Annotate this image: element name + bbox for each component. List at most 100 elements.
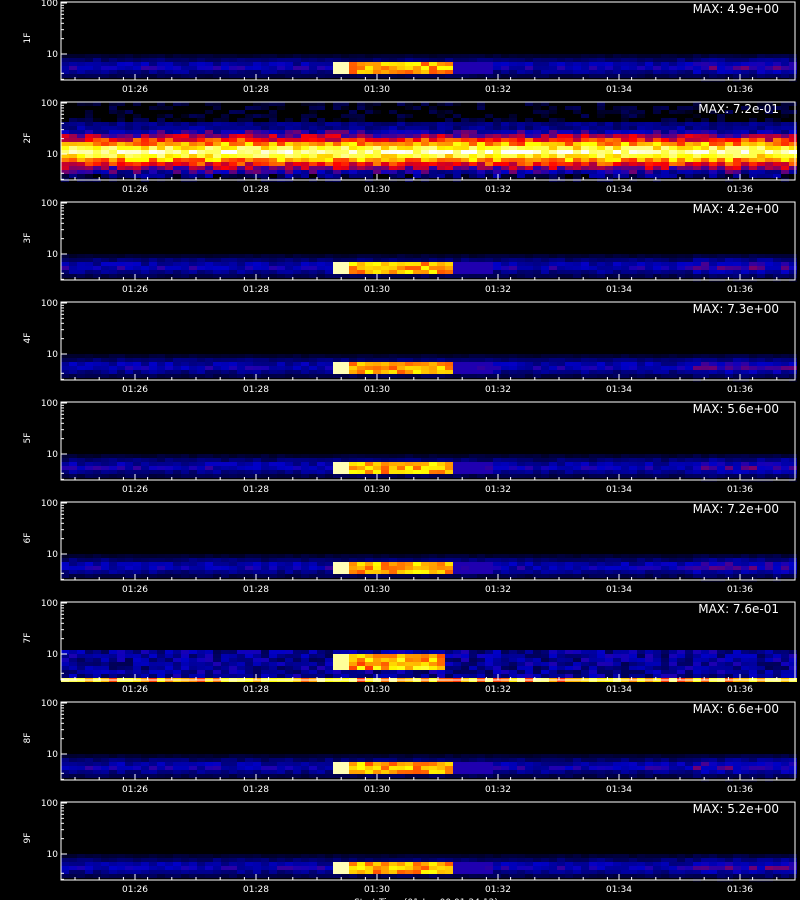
heat-cell <box>149 126 157 130</box>
heat-cell <box>141 458 149 462</box>
heat-cell <box>381 650 389 654</box>
heat-cell <box>237 154 245 158</box>
x-tick-label: 01:28 <box>243 185 269 195</box>
heat-cell <box>389 674 397 678</box>
heat-cell <box>541 146 549 150</box>
heat-cell <box>749 274 757 278</box>
heat-cell <box>565 158 573 162</box>
heat-cell <box>445 274 453 278</box>
heat-cell <box>741 574 749 578</box>
heat-cell <box>221 254 229 258</box>
heat-cell <box>485 366 493 370</box>
heat-cell <box>789 458 797 462</box>
heat-cell <box>61 266 69 270</box>
heat-cell <box>237 570 245 574</box>
heat-cell <box>61 174 69 178</box>
heat-cell <box>277 58 285 62</box>
heat-cell <box>125 662 133 666</box>
heat-cell <box>341 654 349 658</box>
heat-cell <box>245 266 253 270</box>
heat-cell <box>549 274 557 278</box>
heat-cell <box>381 566 389 570</box>
heat-cell <box>645 146 653 150</box>
heat-cell <box>285 670 293 674</box>
heat-cell <box>653 270 661 274</box>
heat-cell <box>277 658 285 662</box>
heat-cell <box>605 170 613 174</box>
heat-cell <box>413 74 421 78</box>
heat-cell <box>637 138 645 142</box>
heat-cell <box>493 130 501 134</box>
heat-cell <box>629 354 637 358</box>
heat-cell <box>373 458 381 462</box>
y-tick-label: 100 <box>41 199 58 209</box>
heat-cell <box>413 166 421 170</box>
heat-cell <box>173 374 181 378</box>
heat-cell <box>565 146 573 150</box>
heat-cell <box>501 62 509 66</box>
heat-cell <box>125 262 133 266</box>
heat-cell <box>325 74 333 78</box>
heat-cell <box>517 454 525 458</box>
heat-cell <box>589 126 597 130</box>
heat-cell <box>645 574 653 578</box>
heat-cell <box>533 110 541 114</box>
heat-cell <box>133 62 141 66</box>
heat-cell <box>229 130 237 134</box>
heat-cell <box>205 134 213 138</box>
heat-cell <box>677 554 685 558</box>
heat-cell <box>709 254 717 258</box>
heat-cell <box>669 262 677 266</box>
heat-cell <box>301 274 309 278</box>
heat-cell <box>741 174 749 178</box>
heat-cell <box>549 562 557 566</box>
heat-cell <box>277 458 285 462</box>
heat-cell <box>485 258 493 262</box>
heat-cell <box>685 62 693 66</box>
heat-cell <box>637 270 645 274</box>
heat-cell <box>93 558 101 562</box>
heat-cell <box>213 566 221 570</box>
heat-cell <box>517 274 525 278</box>
heat-cell <box>173 122 181 126</box>
heat-cell <box>645 158 653 162</box>
heat-cell <box>709 70 717 74</box>
heat-cell <box>205 470 213 474</box>
heat-cell <box>645 362 653 366</box>
heat-cell <box>397 146 405 150</box>
heat-cell <box>525 150 533 154</box>
heat-cell <box>605 270 613 274</box>
heat-cell <box>501 570 509 574</box>
heat-cell <box>269 262 277 266</box>
heat-cell <box>205 374 213 378</box>
heat-cell <box>301 146 309 150</box>
heat-cell <box>149 146 157 150</box>
heat-cell <box>109 166 117 170</box>
heat-cell <box>117 66 125 70</box>
heat-cell <box>325 62 333 66</box>
heat-cell <box>293 466 301 470</box>
heat-cell <box>669 270 677 274</box>
heat-cell <box>541 358 549 362</box>
heat-cell <box>325 254 333 258</box>
heat-cell <box>173 126 181 130</box>
heat-cell <box>333 466 341 470</box>
heat-cell <box>477 138 485 142</box>
heat-cell <box>789 566 797 570</box>
heat-cell <box>285 166 293 170</box>
heat-cell <box>789 110 797 114</box>
heat-cell <box>557 66 565 70</box>
heat-cell <box>557 58 565 62</box>
heat-cell <box>469 150 477 154</box>
heat-cell <box>669 258 677 262</box>
heat-cell <box>189 574 197 578</box>
heat-cell <box>397 570 405 574</box>
heat-cell <box>669 66 677 70</box>
heat-cell <box>405 658 413 662</box>
heat-cell <box>693 262 701 266</box>
heat-cell <box>445 170 453 174</box>
heat-cell <box>533 142 541 146</box>
heat-cell <box>77 254 85 258</box>
heat-cell <box>277 106 285 110</box>
heat-cell <box>701 470 709 474</box>
